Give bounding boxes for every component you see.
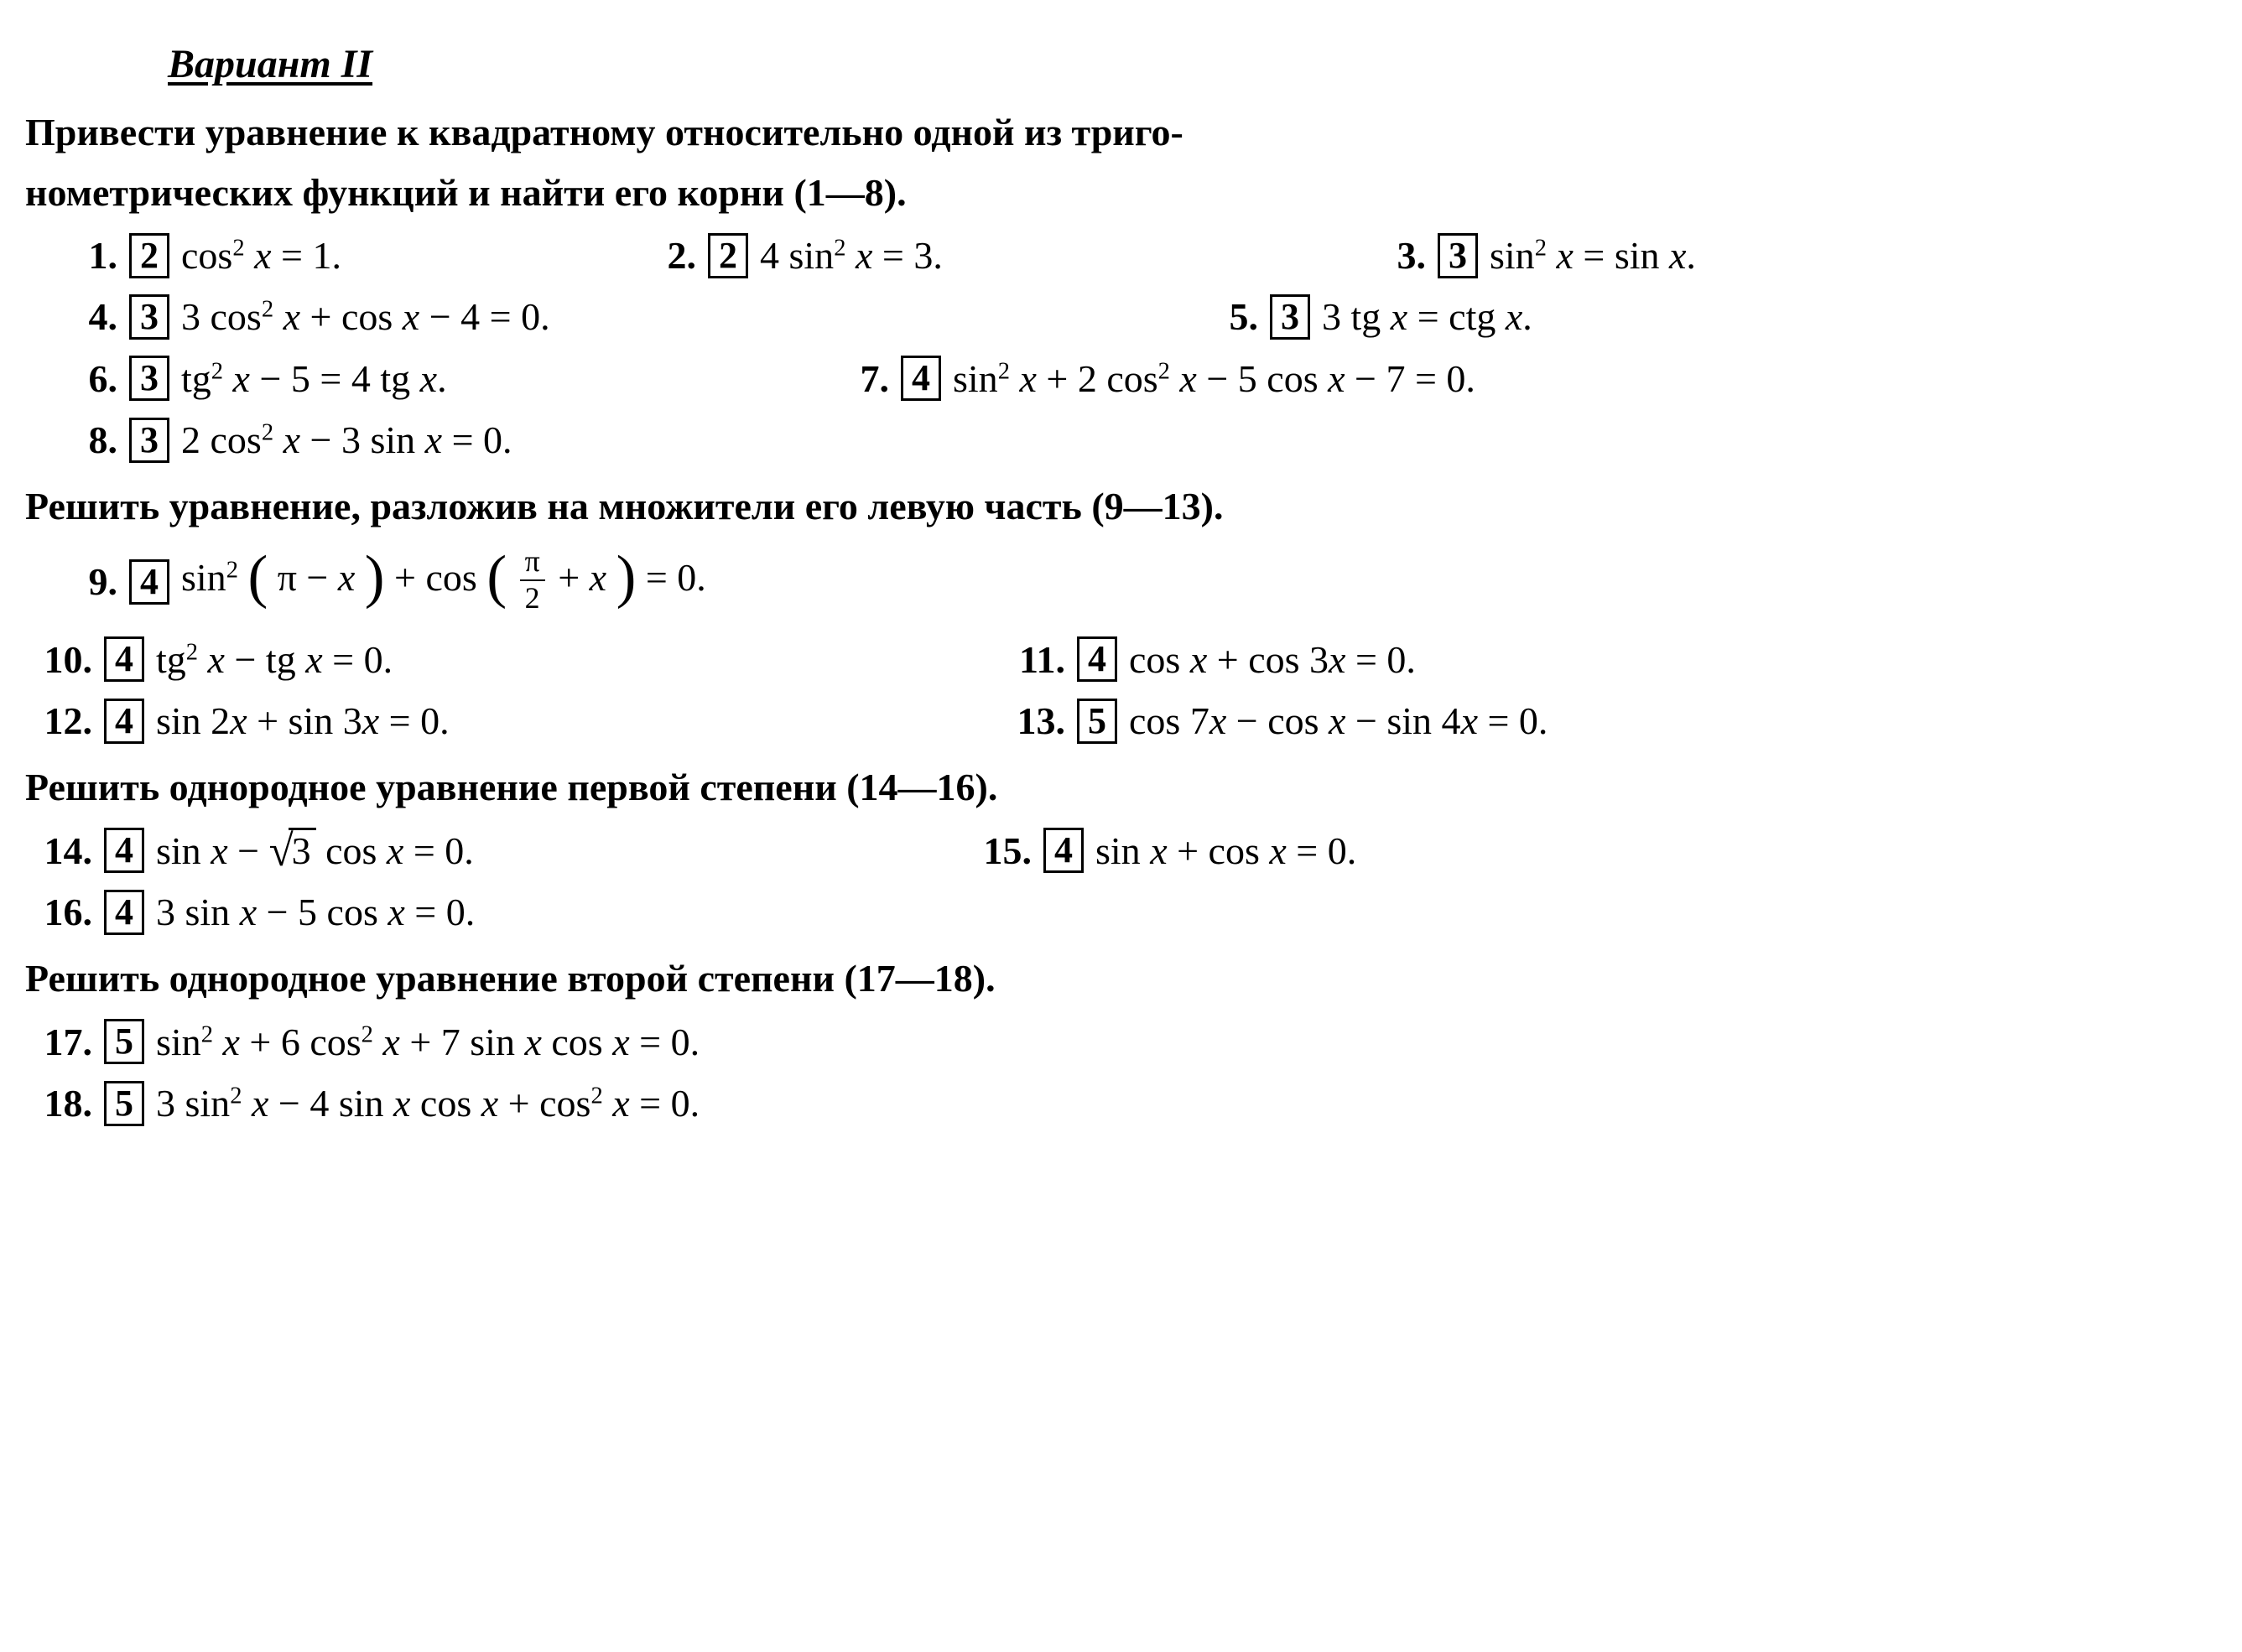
equation: 4 sin2 x = 3. — [760, 226, 943, 285]
problem-number: 2. — [637, 226, 696, 285]
equation: cos 7x − cos x − sin 4x = 0. — [1129, 691, 1548, 751]
section-2-range: (9—13). — [1091, 485, 1223, 527]
problem-number: 12. — [25, 691, 92, 751]
difficulty-badge: 5 — [104, 1081, 144, 1126]
problem-number: 18. — [25, 1073, 92, 1133]
problem-number: 4. — [59, 287, 117, 346]
problem-row: 18. 5 3 sin2 x − 4 sin x cos x + cos2 x … — [25, 1073, 2217, 1133]
problem-number: 17. — [25, 1012, 92, 1072]
difficulty-badge: 3 — [129, 356, 169, 401]
difficulty-badge: 4 — [129, 559, 169, 605]
equation: sin2 x + 6 cos2 x + 7 sin x cos x = 0. — [156, 1012, 700, 1072]
equation: sin x + cos x = 0. — [1095, 821, 1356, 881]
problem-number: 14. — [25, 821, 92, 881]
difficulty-badge: 5 — [1077, 699, 1117, 744]
section-1-text-b: нометрических функций и найти его корни — [25, 171, 793, 214]
problem-number: 13. — [998, 691, 1065, 751]
difficulty-badge: 4 — [901, 356, 941, 401]
difficulty-badge: 4 — [104, 890, 144, 935]
page-title: Вариант II — [168, 34, 2217, 96]
problem-row: 10. 4 tg2 x − tg x = 0. 11. 4 cos x + co… — [25, 630, 2217, 689]
problem-number: 15. — [965, 821, 1032, 881]
problem-number: 16. — [25, 882, 92, 942]
fraction-numerator: π — [520, 546, 545, 581]
equation: cos2 x = 1. — [181, 226, 341, 285]
difficulty-badge: 3 — [1270, 294, 1310, 340]
fraction-denominator: 2 — [520, 581, 545, 615]
problem-number: 5. — [1199, 287, 1258, 346]
section-2-text: Решить уравнение, разложив на множители … — [25, 485, 1091, 527]
difficulty-badge: 2 — [129, 233, 169, 278]
section-4-text: Решить однородное уравнение второй степе… — [25, 957, 844, 1000]
difficulty-badge: 3 — [129, 294, 169, 340]
problem-row: 1. 2 cos2 x = 1. 2. 2 4 sin2 x = 3. 3. 3… — [25, 226, 2217, 285]
difficulty-badge: 4 — [1077, 636, 1117, 682]
section-1-text-a: Привести уравнение к квадратному относит… — [25, 111, 1183, 153]
radical-icon: √ — [269, 829, 294, 874]
section-2-heading: Решить уравнение, разложив на множители … — [25, 476, 2217, 536]
problem-number: 8. — [59, 410, 117, 470]
problem-number: 1. — [59, 226, 117, 285]
section-3-text: Решить однородное уравнение первой степе… — [25, 766, 846, 808]
equation: sin2 x + 2 cos2 x − 5 cos x − 7 = 0. — [953, 349, 1475, 408]
problem-number: 7. — [830, 349, 889, 408]
equation: sin2 ( π − x ) + cos ( π 2 + x ) = 0. — [181, 548, 706, 616]
problem-row: 4. 3 3 cos2 x + cos x − 4 = 0. 5. 3 3 tg… — [25, 287, 2217, 346]
section-1-range: (1—8). — [793, 171, 906, 214]
problem-number: 6. — [59, 349, 117, 408]
equation: sin x − √ 3 cos x = 0. — [156, 821, 474, 881]
difficulty-badge: 5 — [104, 1019, 144, 1064]
section-1-heading: Привести уравнение к квадратному относит… — [25, 102, 2217, 222]
equation: sin2 x = sin x. — [1490, 226, 1696, 285]
section-4-heading: Решить однородное уравнение второй степе… — [25, 948, 2217, 1008]
problem-row: 12. 4 sin 2x + sin 3x = 0. 13. 5 cos 7x … — [25, 691, 2217, 751]
square-root: √ 3 — [269, 828, 316, 872]
problem-number: 3. — [1367, 226, 1426, 285]
problem-row: 16. 4 3 sin x − 5 cos x = 0. — [25, 882, 2217, 942]
difficulty-badge: 3 — [1438, 233, 1478, 278]
problem-number: 9. — [59, 552, 117, 611]
section-3-range: (14—16). — [846, 766, 997, 808]
problem-row: 6. 3 tg2 x − 5 = 4 tg x. 7. 4 sin2 x + 2… — [25, 349, 2217, 408]
problem-row: 17. 5 sin2 x + 6 cos2 x + 7 sin x cos x … — [25, 1012, 2217, 1072]
difficulty-badge: 4 — [1043, 828, 1084, 873]
problem-row: 9. 4 sin2 ( π − x ) + cos ( π 2 + x ) = … — [25, 548, 2217, 616]
equation: 3 tg x = ctg x. — [1322, 287, 1532, 346]
equation: sin 2x + sin 3x = 0. — [156, 691, 450, 751]
equation: 3 sin2 x − 4 sin x cos x + cos2 x = 0. — [156, 1073, 700, 1133]
equation: cos x + cos 3x = 0. — [1129, 630, 1416, 689]
equation: 3 cos2 x + cos x − 4 = 0. — [181, 287, 550, 346]
fraction: π 2 — [520, 546, 545, 614]
section-3-heading: Решить однородное уравнение первой степе… — [25, 757, 2217, 817]
difficulty-badge: 2 — [708, 233, 748, 278]
equation: tg2 x − tg x = 0. — [156, 630, 393, 689]
equation: 3 sin x − 5 cos x = 0. — [156, 882, 475, 942]
problem-number: 10. — [25, 630, 92, 689]
difficulty-badge: 4 — [104, 699, 144, 744]
section-4-range: (17—18). — [844, 957, 995, 1000]
difficulty-badge: 4 — [104, 828, 144, 873]
difficulty-badge: 4 — [104, 636, 144, 682]
difficulty-badge: 3 — [129, 418, 169, 463]
problem-row: 14. 4 sin x − √ 3 cos x = 0. 15. 4 sin x… — [25, 821, 2217, 881]
equation: tg2 x − 5 = 4 tg x. — [181, 349, 447, 408]
equation: 2 cos2 x − 3 sin x = 0. — [181, 410, 512, 470]
problem-row: 8. 3 2 cos2 x − 3 sin x = 0. — [25, 410, 2217, 470]
problem-number: 11. — [998, 630, 1065, 689]
